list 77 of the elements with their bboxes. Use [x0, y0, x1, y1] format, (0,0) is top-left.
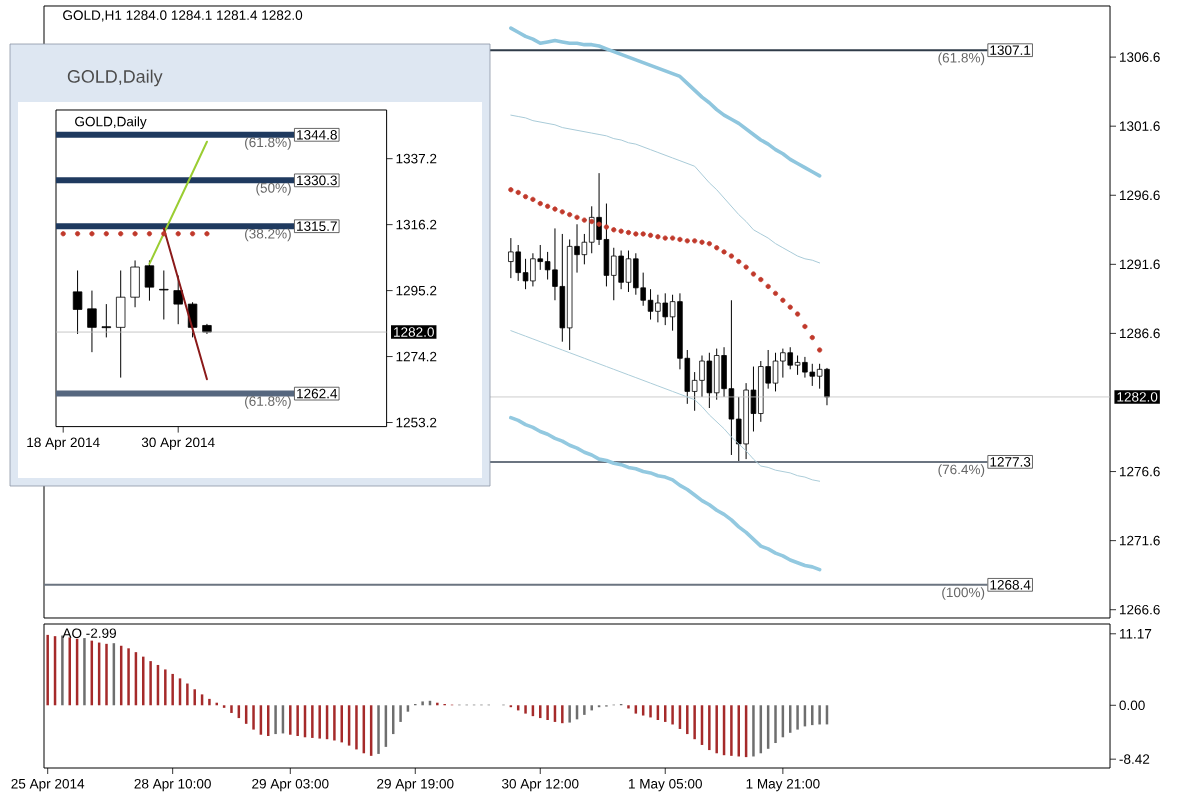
- point: [530, 196, 536, 202]
- point: [721, 249, 727, 255]
- point: [699, 239, 705, 245]
- candlestick: [794, 355, 801, 376]
- candlestick: [713, 348, 720, 401]
- point: [817, 347, 823, 353]
- point: [647, 232, 654, 238]
- candlestick: [72, 269, 83, 335]
- candlestick: [130, 259, 140, 308]
- candlestick: [655, 294, 661, 323]
- point: [809, 334, 815, 341]
- point: [574, 214, 580, 220]
- candlestick: [159, 269, 169, 320]
- point: [655, 234, 661, 240]
- candlestick: [824, 367, 830, 406]
- point: [787, 304, 793, 310]
- candlestick: [736, 396, 742, 463]
- point: [581, 217, 587, 223]
- point: [669, 235, 676, 241]
- candlestick: [115, 269, 126, 379]
- candlestick: [633, 252, 639, 296]
- candlestick: [787, 346, 793, 370]
- candlestick: [816, 363, 823, 390]
- candlestick: [662, 292, 668, 326]
- point: [537, 200, 543, 207]
- point: [772, 290, 779, 296]
- candlestick: [530, 252, 536, 287]
- point: [603, 224, 610, 230]
- candlestick: [758, 360, 764, 423]
- point: [611, 227, 617, 233]
- candlestick: [699, 355, 705, 398]
- point: [780, 297, 786, 303]
- point: [750, 271, 757, 277]
- point: [625, 229, 632, 236]
- point: [677, 236, 683, 243]
- candlestick: [728, 299, 735, 456]
- point: [589, 218, 595, 225]
- candlestick: [101, 303, 112, 338]
- point: [736, 258, 742, 265]
- candlestick: [809, 363, 816, 387]
- point: [765, 283, 771, 290]
- point: [633, 231, 639, 237]
- point: [522, 194, 529, 200]
- point: [728, 253, 734, 259]
- point: [552, 206, 558, 212]
- candlestick: [515, 244, 521, 282]
- point: [802, 323, 808, 330]
- point: [515, 189, 521, 196]
- point: [640, 231, 646, 237]
- candlestick: [772, 352, 779, 392]
- candlestick: [618, 250, 624, 290]
- point: [794, 311, 801, 317]
- candlestick: [522, 258, 529, 290]
- point: [743, 264, 749, 270]
- candlestick: [508, 237, 514, 279]
- point: [508, 187, 514, 193]
- candlestick: [87, 290, 97, 353]
- point: [545, 203, 551, 209]
- candlestick: [559, 233, 566, 343]
- point: [706, 241, 712, 247]
- candlestick: [647, 288, 654, 321]
- candlestick: [611, 247, 617, 301]
- point: [662, 235, 668, 241]
- candlestick: [144, 259, 155, 302]
- point: [714, 245, 720, 251]
- point: [684, 238, 690, 244]
- point: [618, 228, 624, 234]
- point: [692, 238, 698, 244]
- chart-title: GOLD,Daily: [67, 69, 163, 87]
- point: [596, 221, 602, 227]
- candlestick: [706, 352, 713, 409]
- candlestick: [625, 250, 632, 293]
- candlestick: [802, 356, 808, 379]
- point: [758, 276, 764, 283]
- point: [567, 211, 573, 218]
- point: [559, 209, 565, 215]
- candlestick: [780, 348, 786, 379]
